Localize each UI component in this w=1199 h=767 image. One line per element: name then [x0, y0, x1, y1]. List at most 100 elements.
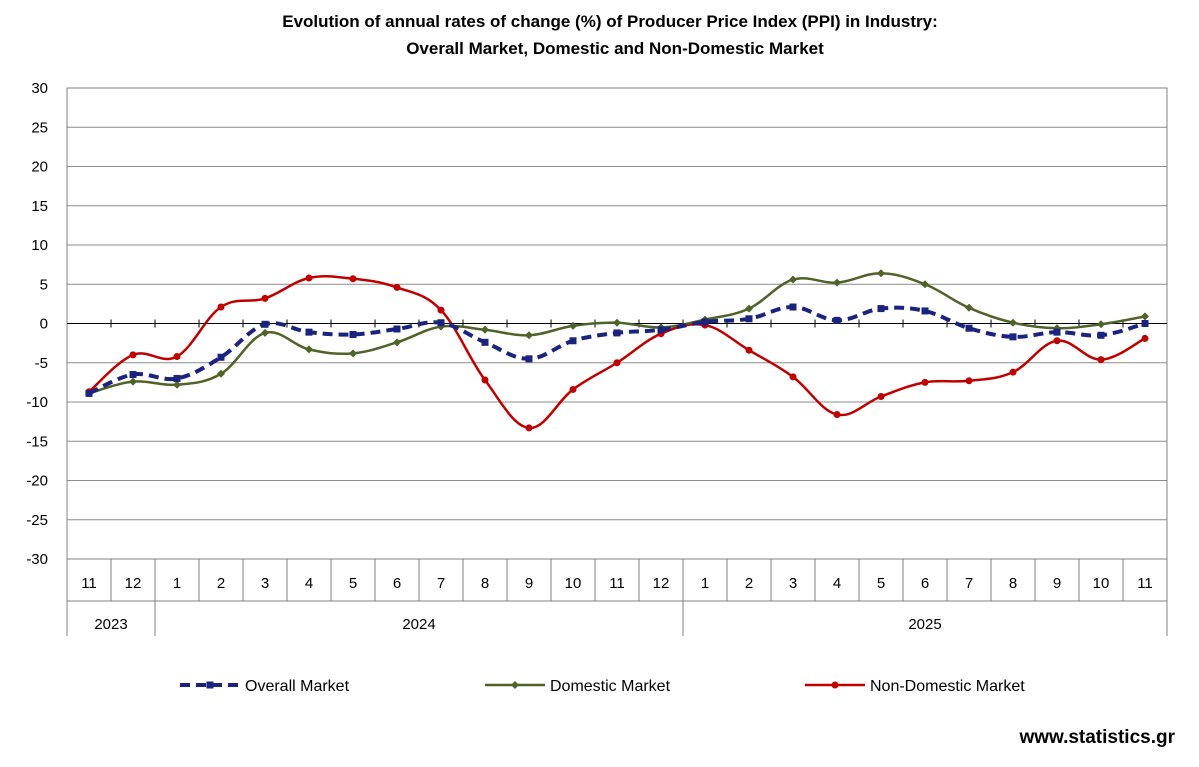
x-month-label: 10 [565, 575, 582, 592]
data-point-non-domestic-market [349, 275, 357, 283]
x-month-label: 8 [1009, 575, 1017, 592]
legend-label-domestic-market: Domestic Market [550, 678, 671, 695]
y-tick-label: -20 [26, 473, 48, 490]
data-point-overall-market [1053, 328, 1061, 336]
data-point-domestic-market [1141, 312, 1149, 321]
source-label: www.statistics.gr [1018, 727, 1175, 748]
data-point-domestic-market [481, 325, 489, 334]
data-point-overall-market [833, 316, 841, 324]
data-point-overall-market [921, 307, 929, 315]
legend-marker-domestic-market [511, 681, 519, 689]
data-point-non-domestic-market [789, 373, 797, 381]
data-point-non-domestic-market [437, 306, 445, 314]
data-point-overall-market [393, 325, 401, 333]
data-point-overall-market [1009, 333, 1017, 341]
data-point-domestic-market [129, 377, 137, 386]
data-point-domestic-market [305, 345, 313, 354]
data-point-non-domestic-market [921, 378, 929, 386]
x-month-label: 12 [653, 575, 670, 592]
legend-item-non-domestic-market: Non-Domestic Market [805, 678, 1025, 695]
data-point-domestic-market [1009, 318, 1017, 327]
data-point-overall-market [701, 318, 709, 326]
data-point-non-domestic-market [305, 274, 313, 282]
x-month-label: 5 [877, 575, 885, 592]
data-point-overall-market [525, 355, 533, 363]
legend-marker-overall-market [206, 681, 214, 689]
data-point-non-domestic-market [833, 411, 841, 419]
x-month-label: 11 [1137, 575, 1153, 592]
x-month-label: 3 [261, 575, 269, 592]
data-point-overall-market [349, 330, 357, 338]
x-month-label: 12 [125, 575, 142, 592]
chart-title: Evolution of annual rates of change (%) … [282, 12, 938, 58]
data-point-non-domestic-market [1141, 334, 1149, 342]
legend-label-non-domestic-market: Non-Domestic Market [870, 678, 1025, 695]
y-tick-label: -15 [26, 433, 48, 450]
legend-item-domestic-market: Domestic Market [485, 678, 671, 695]
data-point-overall-market [877, 305, 885, 313]
data-point-domestic-market [261, 328, 269, 337]
y-tick-label: 0 [40, 316, 48, 333]
data-point-domestic-market [569, 321, 577, 330]
data-point-non-domestic-market [129, 351, 137, 359]
x-month-label: 2 [745, 575, 753, 592]
data-point-domestic-market [833, 278, 841, 287]
chart-title-line-1: Evolution of annual rates of change (%) … [282, 12, 938, 31]
y-tick-label: -30 [26, 551, 48, 568]
data-point-overall-market [129, 371, 137, 379]
data-point-non-domestic-market [525, 424, 533, 432]
y-axis: 30 25 20 15 10 5 0 -5 -10 -15 -20 -25 -30 [26, 80, 48, 568]
y-tick-label: -10 [26, 394, 48, 411]
x-month-label: 9 [525, 575, 533, 592]
data-point-domestic-market [745, 304, 753, 313]
data-point-domestic-market [965, 303, 973, 312]
x-month-label: 4 [833, 575, 841, 592]
x-month-label: 7 [965, 575, 973, 592]
data-point-overall-market [569, 337, 577, 345]
legend-marker-non-domestic-market [831, 681, 839, 689]
data-point-overall-market [173, 374, 181, 382]
legend-item-overall-market: Overall Market [180, 678, 350, 695]
y-tick-label: 5 [40, 276, 48, 293]
x-month-label: 1 [173, 575, 181, 592]
x-month-label: 11 [81, 575, 97, 592]
data-point-domestic-market [217, 369, 225, 378]
data-point-non-domestic-market [877, 393, 885, 401]
legend-label-overall-market: Overall Market [245, 678, 350, 695]
data-point-non-domestic-market [569, 385, 577, 393]
data-point-domestic-market [393, 338, 401, 347]
data-point-overall-market [613, 329, 621, 337]
y-tick-label: 15 [31, 198, 48, 215]
data-point-non-domestic-market [1097, 356, 1105, 364]
y-tick-label: 30 [31, 80, 48, 97]
series-non-domestic-market [85, 274, 1149, 432]
data-point-overall-market [657, 326, 665, 334]
x-year-label: 2023 [94, 616, 127, 633]
data-point-overall-market [745, 315, 753, 323]
data-point-overall-market [1141, 320, 1149, 327]
x-month-label: 3 [789, 575, 797, 592]
data-point-non-domestic-market [173, 352, 181, 360]
series-line-non-domestic-market [88, 274, 1146, 430]
data-point-domestic-market [789, 275, 797, 284]
x-month-label: 8 [481, 575, 489, 592]
data-point-non-domestic-market [1009, 368, 1017, 376]
data-point-overall-market [217, 353, 225, 361]
data-point-domestic-market [173, 380, 181, 389]
x-month-label: 6 [921, 575, 929, 592]
data-point-overall-market [965, 324, 973, 332]
x-month-label: 11 [609, 575, 625, 592]
x-month-label: 2 [217, 575, 225, 592]
y-tick-label: 20 [31, 159, 48, 176]
data-point-overall-market [789, 303, 797, 311]
data-point-domestic-market [525, 331, 533, 340]
x-month-label: 5 [349, 575, 357, 592]
y-tick-label: -5 [35, 355, 48, 372]
data-point-domestic-market [921, 280, 929, 289]
x-month-label: 1 [701, 575, 709, 592]
data-point-overall-market [437, 319, 445, 327]
data-point-overall-market [481, 338, 489, 346]
